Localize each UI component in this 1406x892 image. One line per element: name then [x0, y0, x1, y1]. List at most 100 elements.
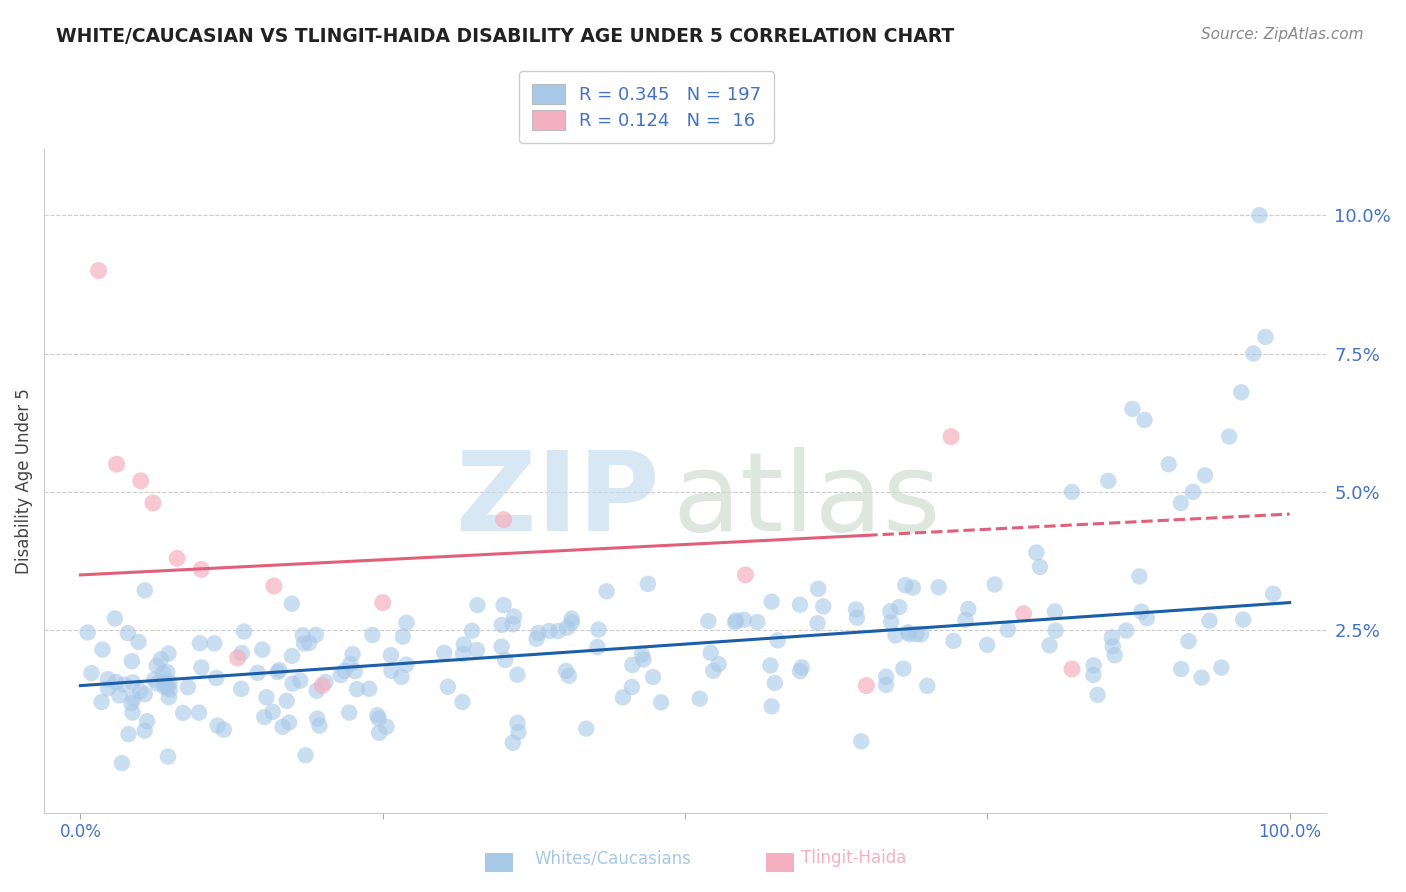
Point — [117, 626, 139, 640]
Point — [491, 618, 513, 632]
Point — [1211, 660, 1233, 674]
Point — [492, 512, 515, 526]
Point — [724, 613, 747, 627]
Point — [333, 664, 356, 678]
Point — [129, 474, 152, 488]
Point — [233, 624, 256, 639]
Point — [747, 615, 769, 629]
Point — [269, 663, 291, 677]
Point — [104, 611, 127, 625]
Point — [939, 429, 962, 443]
Point — [281, 676, 304, 690]
Point — [121, 654, 143, 668]
Point — [1194, 468, 1216, 483]
Point — [1249, 208, 1271, 222]
Point — [997, 623, 1019, 637]
Point — [508, 725, 530, 739]
Point — [506, 667, 529, 681]
Point — [633, 652, 655, 666]
Point — [702, 664, 724, 678]
Point — [294, 748, 316, 763]
Point — [343, 664, 366, 678]
Point — [461, 624, 484, 638]
Point — [188, 706, 211, 720]
Point — [884, 628, 907, 642]
Point — [290, 673, 312, 688]
Point — [226, 651, 249, 665]
Point — [905, 627, 928, 641]
Point — [156, 681, 179, 695]
Point — [395, 657, 418, 672]
Point — [389, 670, 412, 684]
Point — [491, 640, 513, 654]
Point — [506, 715, 529, 730]
Point — [142, 496, 165, 510]
Point — [121, 696, 143, 710]
Point — [172, 706, 194, 720]
Point — [156, 665, 179, 680]
Point — [1254, 330, 1277, 344]
Point — [392, 630, 415, 644]
Point — [561, 611, 583, 625]
Point — [271, 720, 294, 734]
Point — [134, 723, 156, 738]
Point — [307, 712, 329, 726]
Point — [846, 610, 869, 624]
Point — [152, 666, 174, 681]
Point — [1083, 658, 1105, 673]
Point — [121, 675, 143, 690]
Point — [129, 684, 152, 698]
Point — [395, 615, 418, 630]
Point — [281, 597, 304, 611]
Point — [875, 678, 897, 692]
Point — [262, 705, 284, 719]
Point — [375, 720, 398, 734]
Point — [177, 680, 200, 694]
Point — [983, 577, 1005, 591]
Point — [231, 681, 253, 696]
Point — [1083, 668, 1105, 682]
Point — [159, 675, 181, 690]
Point — [527, 626, 550, 640]
Point — [1232, 613, 1254, 627]
Point — [1087, 688, 1109, 702]
Point — [339, 657, 361, 671]
Point — [111, 756, 134, 770]
Text: Whites/Caucasians: Whites/Caucasians — [534, 849, 692, 867]
Legend: R = 0.345   N = 197, R = 0.124   N =  16: R = 0.345 N = 197, R = 0.124 N = 16 — [519, 71, 773, 143]
Point — [558, 669, 581, 683]
Point — [145, 658, 167, 673]
Point — [112, 678, 135, 692]
Point — [547, 624, 569, 639]
Point — [190, 660, 212, 674]
Point — [910, 627, 932, 641]
Point — [845, 602, 868, 616]
Point — [190, 562, 212, 576]
Point — [492, 598, 515, 612]
Point — [1012, 607, 1035, 621]
Point — [526, 632, 548, 646]
Point — [699, 646, 721, 660]
Point — [689, 691, 711, 706]
Point — [308, 718, 330, 732]
Point — [97, 672, 120, 686]
Point — [166, 551, 188, 566]
Point — [1263, 587, 1285, 601]
Point — [202, 636, 225, 650]
Point — [361, 628, 384, 642]
Point — [733, 613, 755, 627]
Point — [1045, 624, 1067, 638]
Point — [789, 664, 811, 678]
Point — [359, 681, 381, 696]
Point — [1101, 631, 1123, 645]
Point — [1170, 496, 1192, 510]
Point — [612, 690, 634, 705]
Point — [104, 675, 127, 690]
Point — [207, 718, 229, 732]
Point — [806, 616, 828, 631]
Point — [761, 699, 783, 714]
Point — [146, 676, 169, 690]
Point — [1177, 634, 1199, 648]
Point — [76, 625, 98, 640]
Point — [588, 623, 610, 637]
